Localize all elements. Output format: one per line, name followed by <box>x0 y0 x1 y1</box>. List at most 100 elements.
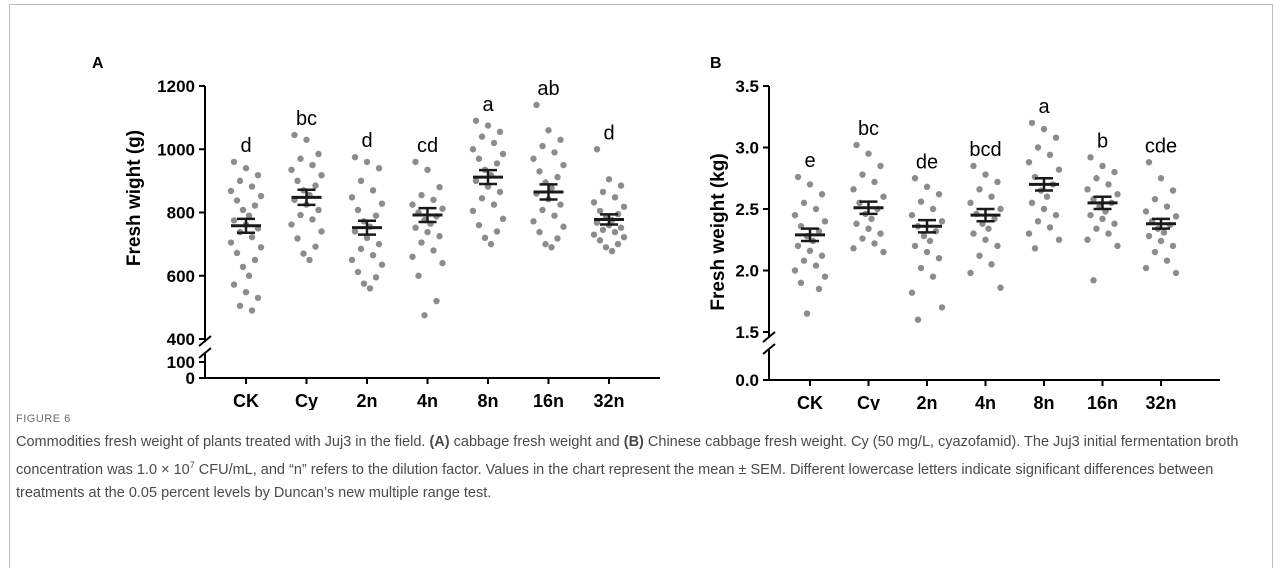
panel-a-data-point <box>348 194 356 201</box>
panel-a-data-point <box>554 235 561 242</box>
panel-a-data-point <box>227 239 235 246</box>
panel-a-data-point <box>369 187 377 194</box>
panel-a-data-point <box>490 201 498 208</box>
panel-a-data-point <box>351 153 359 161</box>
panel-b-data-point <box>917 198 925 205</box>
panel-a-data-point <box>254 294 262 302</box>
panel-b-data-point <box>997 284 1004 291</box>
panel-b-data-point <box>923 248 931 256</box>
panel-b-data-point <box>1105 230 1112 237</box>
panel-b-data-point <box>803 310 811 317</box>
panel-b-data-point <box>1093 225 1100 232</box>
panel-b-y-tick-label: 2.5 <box>735 200 759 219</box>
panel-b-data-point <box>1028 119 1036 127</box>
panel-b-data-point <box>1142 208 1150 215</box>
panel-a-data-point <box>548 184 555 192</box>
panel-a-data-point <box>372 212 380 219</box>
panel-b-data-point <box>908 289 916 296</box>
panel-b-data-point <box>1040 205 1048 213</box>
panel-b-data-point <box>1172 269 1180 277</box>
panel-b-axis-break-mark <box>762 331 776 343</box>
panel-b-x-tick-label: 32n <box>1145 393 1176 410</box>
panel-a-x-tick-label: Cy <box>295 391 318 410</box>
panel-b-x-tick-label: 16n <box>1087 393 1118 410</box>
panel-a-data-point <box>593 146 601 153</box>
panel-a-data-point <box>318 228 325 235</box>
panel-a-data-point <box>236 302 244 309</box>
panel-a-data-point <box>614 240 622 248</box>
panel-a-data-point <box>233 249 241 257</box>
panel-a-x-tick-label: 16n <box>533 391 564 410</box>
panel-b-data-point <box>997 205 1004 213</box>
panel-a-significance-letter: bc <box>296 108 317 130</box>
panel-b-data-point <box>865 225 872 232</box>
panel-a-data-point <box>348 256 356 264</box>
panel-a-data-point <box>620 203 628 211</box>
panel-b-data-point <box>1145 159 1153 166</box>
panel-a-data-point <box>236 177 244 185</box>
panel-a-data-point <box>596 237 604 244</box>
panel-a-data-point <box>351 228 359 235</box>
panel-a-axis-break-mark <box>198 335 212 347</box>
panel-b-significance-letter: e <box>804 150 815 172</box>
panel-b-data-point <box>1099 162 1106 170</box>
panel-b-data-point <box>911 242 919 250</box>
figure-frame <box>9 4 1273 568</box>
panel-a-data-point <box>230 281 238 288</box>
panel-b-data-point <box>1034 218 1042 225</box>
panel-a-data-point <box>436 184 443 191</box>
panel-a-data-point <box>436 233 443 240</box>
panel-b-data-point <box>970 162 977 170</box>
panel-a-data-point <box>315 150 322 158</box>
panel-a-data-point <box>475 155 483 162</box>
panel-b-data-point <box>988 193 995 200</box>
panel-b-data-point <box>1114 242 1121 250</box>
panel-a-data-point <box>499 150 507 158</box>
panel-b-data-point <box>923 183 931 191</box>
panel-b-data-point <box>938 218 946 225</box>
panel-a-data-point <box>312 243 319 250</box>
panel-b-data-point <box>929 205 937 213</box>
panel-a-data-point <box>309 216 316 223</box>
panel-a-y-tick-label: 400 <box>167 330 195 349</box>
caption-tag-a: (A) <box>429 434 450 450</box>
panel-a-data-point <box>306 256 313 264</box>
panel-a-data-point <box>484 122 492 129</box>
panel-a-data-point <box>439 259 446 267</box>
panel-b-data-point <box>970 230 977 237</box>
panel-b-data-point <box>877 230 884 237</box>
panel-b-data-point <box>853 220 860 227</box>
panel-a-x-tick-label: 2n <box>356 391 377 410</box>
panel-a-data-point <box>545 127 552 134</box>
panel-a-data-point <box>254 171 262 179</box>
panel-b-data-point <box>976 252 983 259</box>
panel-a-data-point <box>239 206 247 214</box>
panel-a-data-point <box>230 217 238 224</box>
panel-b-data-point <box>1145 232 1153 240</box>
panel-b-data-point <box>818 191 826 198</box>
panel-b-data-point <box>914 316 922 323</box>
panel-a-data-point <box>421 312 428 319</box>
panel-a-data-point <box>499 215 507 223</box>
panel-b-data-point <box>859 235 866 242</box>
panel-a-data-point <box>548 244 555 251</box>
panel-b-data-point <box>800 257 808 264</box>
panel-b-data-point <box>938 304 946 311</box>
panel-a-data-point <box>605 176 613 183</box>
panel-a-data-point <box>617 224 625 231</box>
panel-a-data-point <box>357 245 365 253</box>
panel-a-data-point <box>430 196 437 204</box>
panel-a-data-point <box>294 177 301 185</box>
panel-b-data-point <box>1157 237 1165 245</box>
panel-a-y-tick-label: 1000 <box>157 140 195 159</box>
panel-b-y-tick-label: 0.0 <box>735 371 759 390</box>
panel-b-data-point <box>994 242 1001 250</box>
panel-b-significance-letter: cde <box>1145 135 1177 157</box>
panel-a-y-tick-label: 800 <box>167 204 195 223</box>
panel-a-data-point <box>611 228 619 236</box>
panel-b-data-point <box>1087 154 1094 161</box>
panel-b-x-tick-label: 2n <box>916 393 937 410</box>
panel-a-data-point <box>239 263 247 271</box>
panel-a-data-point <box>248 233 256 241</box>
figure-label: FIGURE 6 <box>16 413 71 425</box>
